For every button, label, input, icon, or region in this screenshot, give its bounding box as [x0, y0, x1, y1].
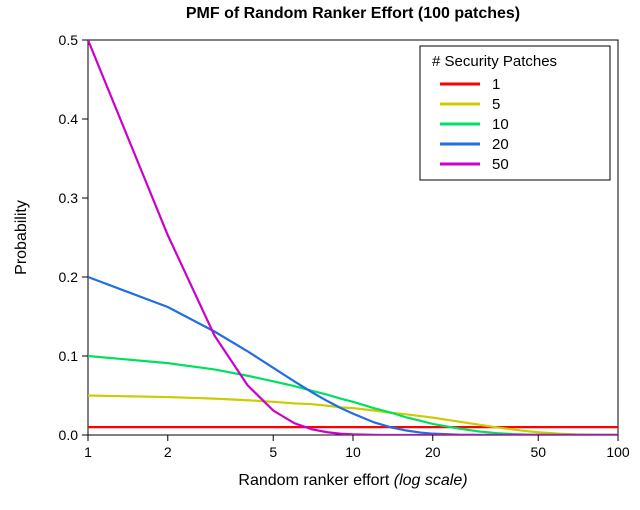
legend-label-10: 10 — [492, 116, 509, 133]
x-tick-label: 10 — [345, 444, 361, 460]
y-tick-label: 0.0 — [59, 427, 79, 443]
legend-label-50: 50 — [492, 156, 509, 173]
y-tick-label: 0.3 — [59, 190, 79, 206]
pmf-chart: 1 2 5 10 20 50 100 0.0 0.1 0.2 0.3 0.4 0.5 PMF of Ran… — [0, 0, 640, 510]
series-10 — [88, 356, 618, 435]
y-axis-label: Probability — [13, 200, 30, 275]
x-tick-label: 100 — [606, 444, 630, 460]
y-tick-label: 0.2 — [59, 269, 79, 285]
x-tick-label: 20 — [425, 444, 441, 460]
series-20 — [88, 277, 618, 435]
y-tick-label: 0.4 — [59, 111, 79, 127]
x-tick-label: 50 — [530, 444, 546, 460]
x-tick-label: 2 — [164, 444, 172, 460]
x-axis-label: Random ranker effort (log scale) — [238, 472, 467, 489]
legend-title: # Security Patches — [432, 53, 557, 70]
x-tick-label: 5 — [269, 444, 277, 460]
chart-container: 1 2 5 10 20 50 100 0.0 0.1 0.2 0.3 0.4 0.5 PMF of Ran… — [0, 0, 640, 510]
x-tick-label: 1 — [84, 444, 92, 460]
legend-label-20: 20 — [492, 136, 509, 153]
chart-title: PMF of Random Ranker Effort (100 patches… — [186, 5, 520, 22]
y-tick-label: 0.1 — [59, 348, 79, 364]
legend-label-5: 5 — [492, 96, 500, 113]
y-tick-label: 0.5 — [59, 32, 79, 48]
legend-label-1: 1 — [492, 76, 500, 93]
